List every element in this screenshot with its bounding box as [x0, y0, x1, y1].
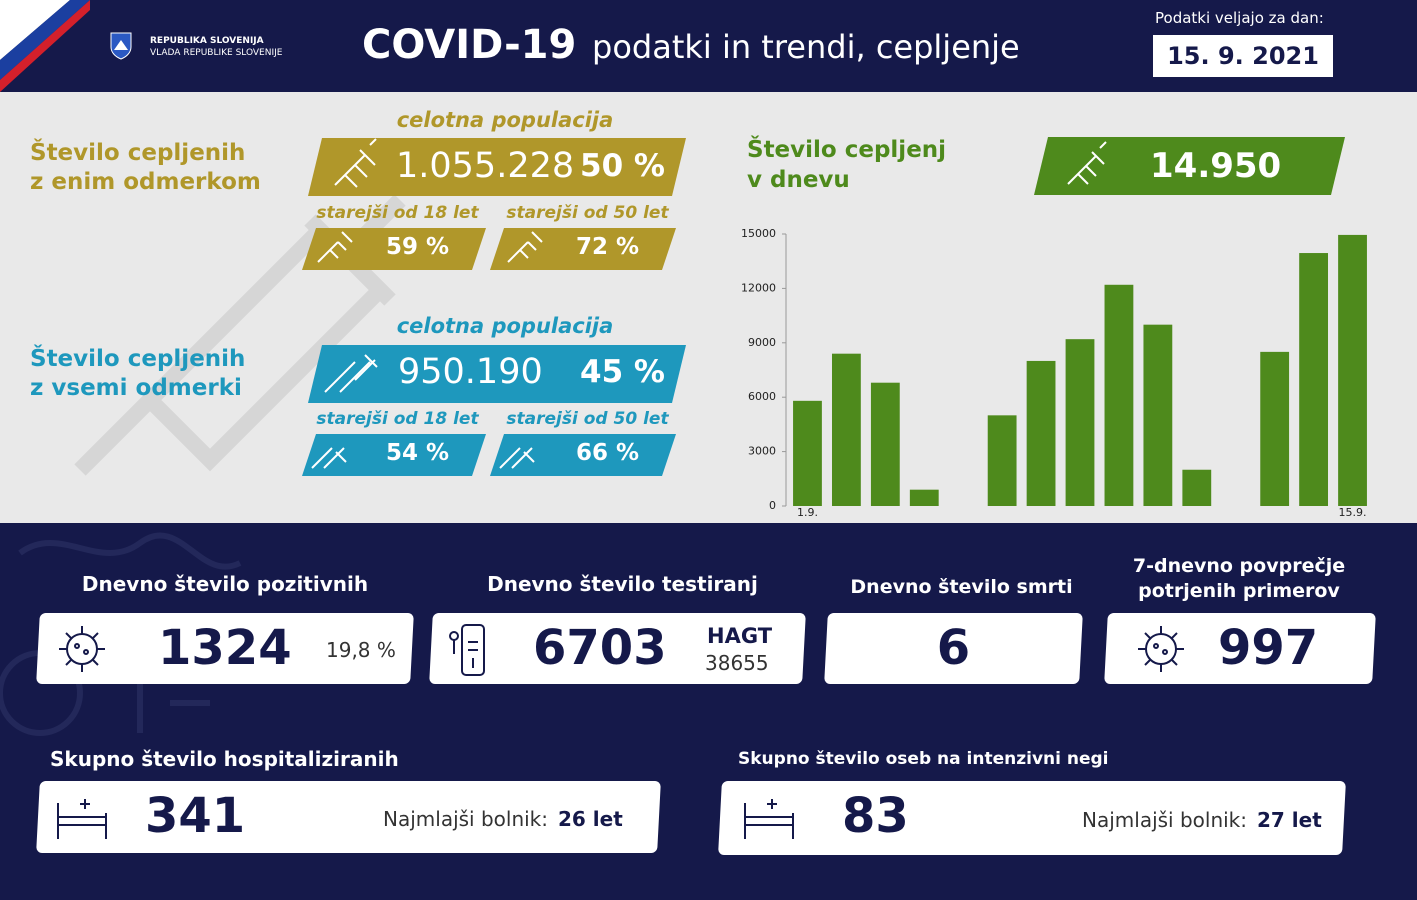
bar [870, 382, 900, 506]
bar [1182, 469, 1212, 506]
youngest-label: Najmlajši bolnik: [1082, 808, 1247, 832]
stat-label: Dnevno število smrti [850, 576, 1073, 598]
age-label: starejši od 50 let [506, 409, 669, 429]
org-line: REPUBLIKA SLOVENIJA [150, 36, 264, 46]
chart-title: v dnevu [747, 167, 850, 193]
flag-corner [0, 0, 90, 92]
syringe-watermark [74, 194, 406, 476]
x-tick-label: 1.9. [797, 506, 818, 519]
all-doses-label: z vsemi odmerki [30, 375, 242, 401]
population-label: celotna populacija [396, 314, 614, 338]
bar [793, 400, 822, 506]
stat-value: 83 [842, 788, 909, 844]
stat-card [718, 781, 1346, 855]
total: 14.950 [1150, 146, 1282, 186]
stat-share: 19,8 % [326, 638, 396, 662]
syringe-icons [311, 138, 543, 469]
bar [831, 353, 861, 506]
bar [1260, 351, 1290, 506]
title-bold: COVID-19 [362, 22, 577, 68]
youngest-label: Najmlajši bolnik: [383, 807, 548, 831]
all-doses-label: Število cepljenih [30, 346, 246, 372]
y-tick-label: 9000 [748, 336, 776, 349]
over18-box [302, 434, 486, 476]
first-dose-box [308, 138, 686, 196]
bar [1065, 339, 1095, 506]
y-tick-label: 0 [769, 499, 776, 512]
over50-box [490, 434, 676, 476]
x-tick-label: 15.9. [1339, 506, 1367, 519]
stat-label: potrjenih primerov [1138, 580, 1340, 602]
youngest: 27 let [1257, 808, 1322, 832]
stat-label: 7-dnevno povprečje [1132, 555, 1346, 577]
y-tick-label: 15000 [741, 227, 776, 240]
bar [1338, 234, 1367, 506]
y-tick-label: 6000 [748, 390, 776, 403]
bar [909, 489, 939, 506]
over18: 54 % [386, 440, 450, 466]
first-dose-label: Število cepljenih [30, 140, 246, 166]
age-label: starejši od 18 let [316, 203, 479, 223]
bar [1104, 284, 1134, 506]
age-label: starejši od 18 let [316, 409, 479, 429]
stat-label: Skupno število oseb na intenzivni negi [738, 749, 1109, 769]
percent: 50 % [580, 148, 665, 184]
youngest: 26 let [558, 807, 623, 831]
stat-label: Dnevno število pozitivnih [81, 572, 369, 596]
over18: 59 % [386, 234, 450, 260]
virus-icon [1138, 626, 1184, 672]
bed-icon [57, 799, 107, 839]
title-rest: podatki in trendi, cepljenje [592, 28, 1020, 66]
over50: 66 % [576, 440, 640, 466]
stat-value: 341 [145, 788, 246, 844]
chart: 0 3000 6000 9000 12000 15000 1.9. 15.9. [741, 227, 1367, 519]
y-tick-label: 12000 [741, 281, 776, 294]
first-dose-label: z enim odmerkom [30, 169, 261, 195]
hagt-label: HAGT [707, 624, 773, 648]
org-line: VLADA REPUBLIKE SLOVENIJE [150, 48, 283, 58]
bar [1299, 253, 1329, 506]
bed-icon [744, 799, 794, 839]
y-tick-label: 3000 [748, 445, 776, 458]
count: 1.055.228 [396, 146, 575, 186]
count: 950.190 [398, 352, 543, 392]
all-doses-box [308, 345, 686, 403]
hagt-value: 38655 [705, 651, 769, 675]
coat-of-arms [110, 32, 132, 60]
bar [1026, 360, 1056, 506]
virus-icon [59, 626, 105, 672]
bar [987, 415, 1017, 506]
over50: 72 % [576, 234, 640, 260]
date: 15. 9. 2021 [1153, 35, 1333, 77]
stat-label: Dnevno število testiranj [487, 572, 758, 596]
stat-value: 997 [1218, 620, 1319, 676]
stat-value: 6703 [533, 620, 667, 676]
bar [1143, 324, 1173, 506]
date-label: Podatki veljajo za dan: [1155, 9, 1324, 27]
stat-label: Skupno število hospitaliziranih [50, 747, 399, 771]
percent: 45 % [580, 354, 665, 390]
chart-title: Število cepljenj [747, 137, 947, 163]
test-icon [449, 624, 485, 676]
stat-value: 6 [936, 620, 971, 676]
age-label: starejši od 50 let [506, 203, 669, 223]
syringe-icon [1067, 141, 1107, 185]
over18-box [302, 228, 486, 270]
population-label: celotna populacija [396, 108, 614, 132]
stat-value: 1324 [158, 620, 292, 676]
